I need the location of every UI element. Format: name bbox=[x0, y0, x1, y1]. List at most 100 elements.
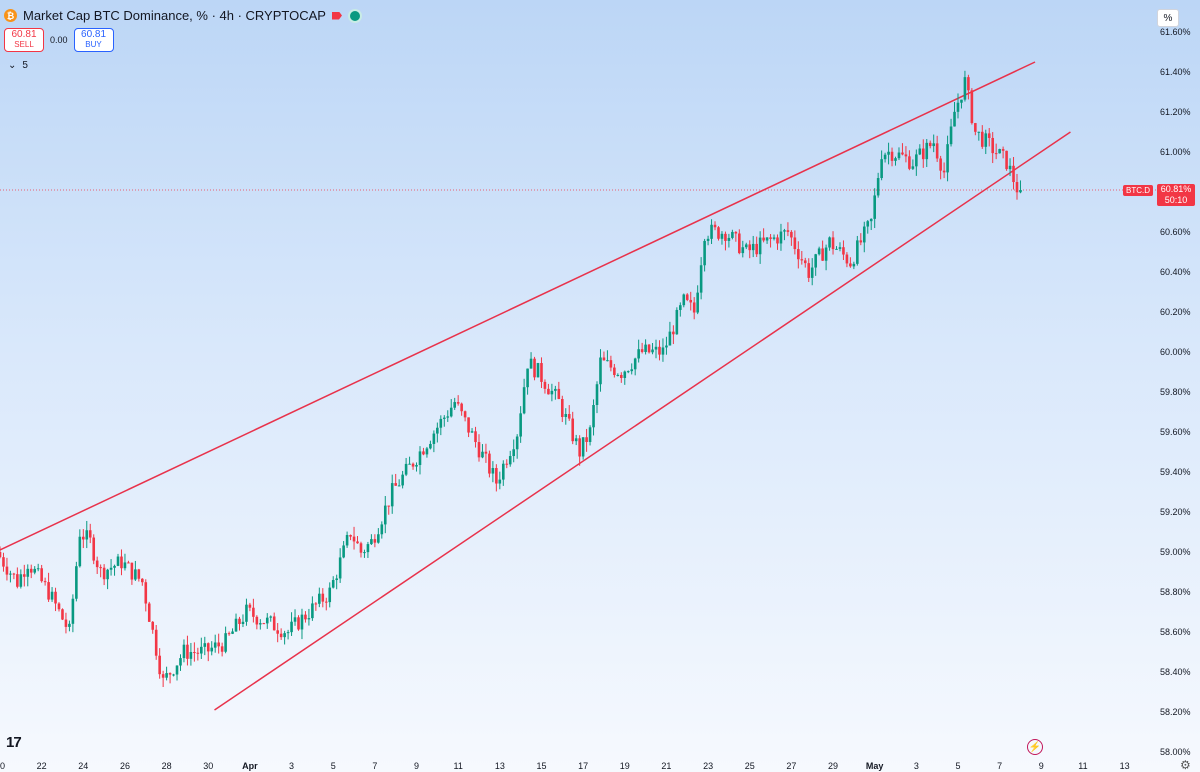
candle-body bbox=[436, 427, 439, 434]
candle-body bbox=[36, 568, 40, 570]
x-tick-label: 3 bbox=[914, 761, 919, 771]
x-tick-label: 29 bbox=[828, 761, 838, 771]
candle-body bbox=[130, 562, 134, 580]
x-tick-label: 21 bbox=[661, 761, 671, 771]
candle-body bbox=[429, 443, 432, 449]
candle-body bbox=[592, 404, 595, 428]
x-tick-label: 13 bbox=[495, 761, 505, 771]
candle-body bbox=[557, 388, 561, 400]
candle-body bbox=[272, 616, 276, 631]
candle-body bbox=[613, 367, 616, 375]
candle-body bbox=[550, 390, 554, 395]
y-tick-label: 59.40% bbox=[1160, 467, 1191, 477]
candle-body bbox=[75, 566, 78, 599]
candle-body bbox=[744, 244, 748, 248]
candle-body bbox=[449, 407, 453, 417]
x-tick-label: 24 bbox=[78, 761, 88, 771]
trendline-lower bbox=[214, 131, 1071, 711]
candle-body bbox=[179, 658, 182, 666]
candle-body bbox=[817, 248, 821, 255]
candle-body bbox=[47, 582, 50, 600]
sell-button[interactable]: 60.81 SELL bbox=[4, 28, 44, 52]
candle-body bbox=[418, 451, 422, 465]
candle-body bbox=[356, 541, 359, 544]
symbol-title[interactable]: Market Cap BTC Dominance, % · 4h · CRYPT… bbox=[23, 8, 326, 23]
candle-body bbox=[390, 483, 394, 507]
spread-value: 0.00 bbox=[50, 35, 68, 45]
candle-body bbox=[679, 305, 682, 310]
candle-body bbox=[932, 143, 935, 147]
candle-body bbox=[446, 416, 450, 418]
candle-body bbox=[876, 178, 880, 196]
candle-body bbox=[203, 643, 207, 647]
candle-body bbox=[977, 131, 981, 133]
x-tick-label: 5 bbox=[955, 761, 960, 771]
candle-body bbox=[460, 403, 463, 412]
candle-body bbox=[141, 578, 144, 583]
candle-body bbox=[88, 530, 92, 538]
candle-body bbox=[689, 299, 693, 303]
candle-body bbox=[324, 601, 328, 603]
candle-body bbox=[626, 371, 630, 373]
candle-body bbox=[338, 557, 342, 579]
candle-body bbox=[359, 543, 363, 553]
tradingview-logo[interactable]: 17 bbox=[6, 734, 22, 751]
buy-label: BUY bbox=[85, 40, 102, 49]
candle-body bbox=[908, 156, 911, 169]
candle-body bbox=[1001, 149, 1005, 151]
candle-body bbox=[377, 534, 380, 543]
red-flag-icon[interactable] bbox=[331, 11, 342, 20]
candle-body bbox=[321, 593, 325, 602]
candle-body bbox=[960, 99, 963, 103]
candle-body bbox=[980, 131, 984, 147]
candle-body bbox=[734, 231, 738, 234]
candle-body bbox=[949, 126, 953, 145]
x-tick-label: 9 bbox=[1039, 761, 1044, 771]
indicators-toggle[interactable]: ⌄ 5 bbox=[8, 60, 28, 71]
x-tick-label: 15 bbox=[536, 761, 546, 771]
candle-body bbox=[168, 673, 172, 675]
candle-body bbox=[776, 237, 779, 244]
candle-body bbox=[331, 580, 335, 588]
percent-scale-button[interactable]: % bbox=[1157, 9, 1179, 27]
chart-header[interactable]: ₿ Market Cap BTC Dominance, % · 4h · CRY… bbox=[4, 8, 362, 23]
candle-body bbox=[793, 237, 797, 250]
candle-body bbox=[193, 652, 196, 654]
candle-body bbox=[921, 148, 925, 160]
y-tick-label: 58.80% bbox=[1160, 587, 1191, 597]
candle-body bbox=[862, 226, 866, 243]
candle-body bbox=[265, 617, 269, 624]
candle-body bbox=[692, 302, 696, 313]
trendline-upper bbox=[0, 61, 1036, 551]
candle-body bbox=[845, 254, 849, 264]
candle-body bbox=[748, 244, 752, 251]
candle-body bbox=[467, 417, 470, 433]
candle-body bbox=[581, 437, 585, 457]
candle-body bbox=[19, 574, 23, 587]
candle-body bbox=[40, 568, 43, 582]
buy-button[interactable]: 60.81 BUY bbox=[73, 28, 114, 52]
candle-body bbox=[210, 647, 214, 652]
candle-body bbox=[304, 614, 307, 620]
candle-body bbox=[481, 451, 484, 458]
candle-body bbox=[488, 453, 491, 474]
candle-body bbox=[113, 565, 116, 568]
candle-body bbox=[668, 331, 672, 346]
candle-body bbox=[71, 598, 75, 624]
lightning-icon[interactable]: ⚡ bbox=[1027, 739, 1043, 755]
candle-body bbox=[543, 381, 547, 389]
gear-icon[interactable]: ⚙ bbox=[1180, 758, 1191, 772]
candle-body bbox=[137, 569, 141, 579]
candle-body bbox=[925, 142, 929, 160]
candle-body bbox=[897, 152, 901, 159]
candle-body bbox=[217, 642, 220, 647]
candle-body bbox=[526, 368, 529, 388]
candle-body bbox=[807, 263, 811, 278]
candle-body bbox=[43, 581, 47, 583]
candle-body bbox=[519, 413, 522, 437]
candle-body bbox=[252, 607, 255, 617]
candle-body bbox=[831, 237, 835, 250]
candle-body bbox=[835, 248, 838, 250]
candle-body bbox=[394, 483, 397, 486]
